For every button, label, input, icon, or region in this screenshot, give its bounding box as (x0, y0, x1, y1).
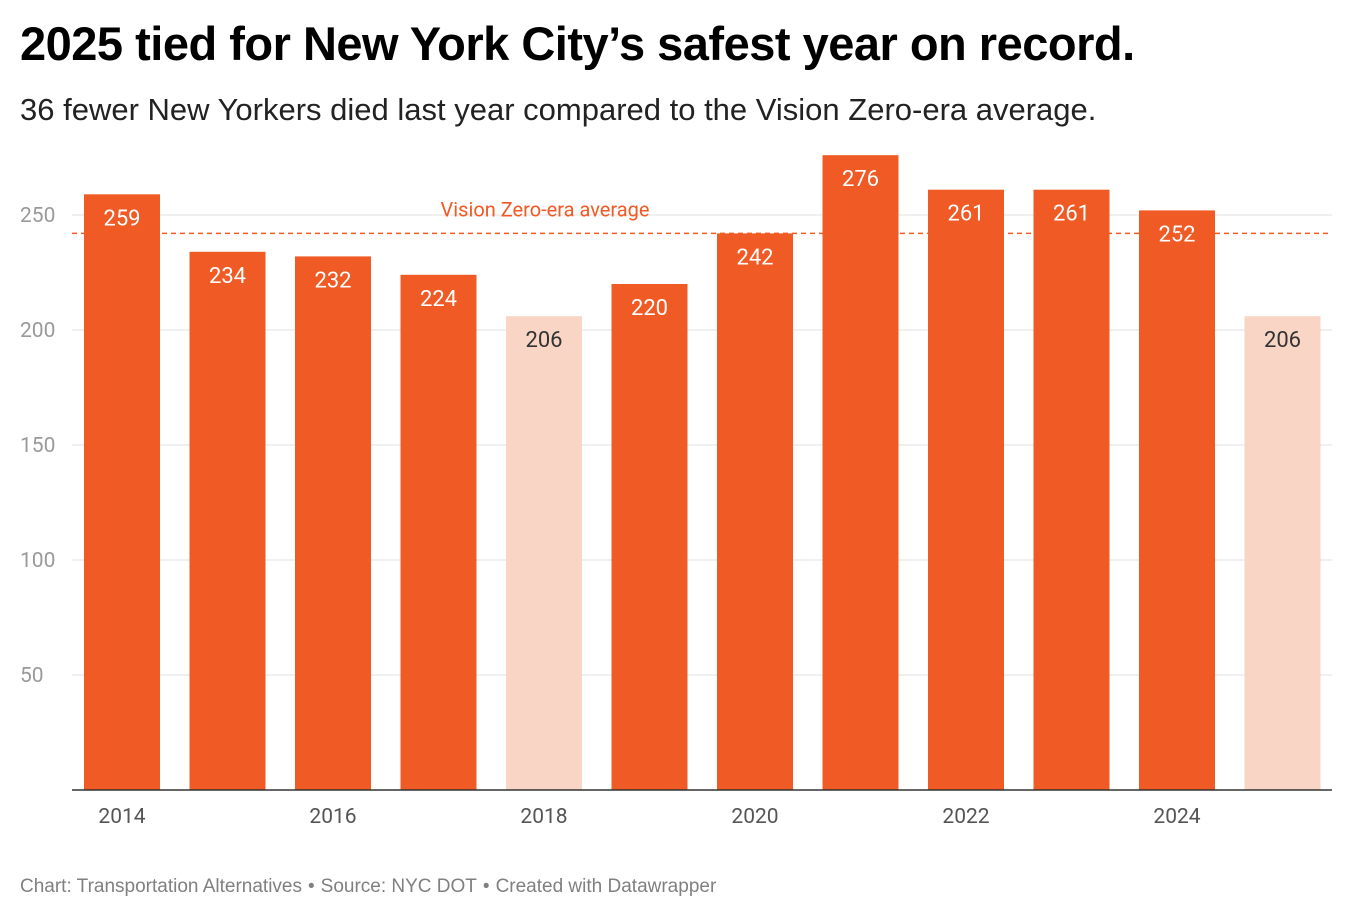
bar-value-label: 261 (1053, 202, 1090, 227)
source-credit: Source: NYC DOT (320, 876, 477, 897)
y-tick-label: 50 (20, 664, 44, 688)
bar-value-label: 234 (209, 264, 246, 289)
x-tick-label: 2022 (942, 805, 989, 829)
y-tick-label: 200 (20, 319, 55, 343)
bar-2019 (611, 284, 688, 790)
bar-value-label: 206 (1264, 328, 1301, 353)
x-tick-label: 2024 (1153, 805, 1200, 829)
bar-value-label: 259 (103, 206, 140, 231)
created-with-credit: Created with Datawrapper (495, 876, 717, 897)
bar-2025 (1244, 316, 1321, 790)
bar-value-label: 206 (525, 328, 562, 353)
average-reference-label: Vision Zero-era average (441, 197, 650, 221)
bar-2014 (84, 194, 160, 791)
x-tick-label: 2014 (98, 805, 145, 829)
x-tick-label: 2016 (309, 805, 356, 829)
y-tick-label: 150 (20, 434, 55, 458)
y-tick-label: 250 (20, 204, 55, 228)
bar-value-label: 242 (736, 245, 773, 270)
bar-value-label: 252 (1158, 222, 1195, 247)
bar-2018 (506, 316, 582, 790)
footer-separator: • (482, 876, 490, 897)
bar-2021 (822, 155, 899, 790)
bar-value-label: 232 (314, 268, 351, 293)
chart-footer: Chart: Transportation Alternatives • Sourc… (20, 876, 716, 898)
bar-2022 (928, 189, 1004, 790)
bar-value-label: 276 (842, 167, 879, 192)
bar-2024 (1139, 210, 1215, 790)
bar-2017 (400, 274, 477, 790)
chart-subtitle: 36 fewer New Yorkers died last year comp… (20, 92, 1097, 127)
x-tick-label: 2018 (520, 805, 567, 829)
bar-value-label: 261 (947, 202, 984, 227)
bar-2015 (189, 251, 266, 791)
y-tick-label: 100 (20, 549, 55, 573)
bar-value-label: 220 (631, 296, 668, 321)
bar-2016 (295, 256, 371, 790)
bar-2023 (1033, 189, 1110, 790)
chart-title: 2025 tied for New York City’s safest yea… (20, 17, 1135, 70)
chart-credit: Chart: Transportation Alternatives (20, 876, 302, 897)
bar-2020 (717, 233, 793, 790)
bar-value-label: 224 (420, 287, 457, 312)
footer-separator: • (307, 876, 315, 897)
x-tick-label: 2020 (731, 805, 778, 829)
